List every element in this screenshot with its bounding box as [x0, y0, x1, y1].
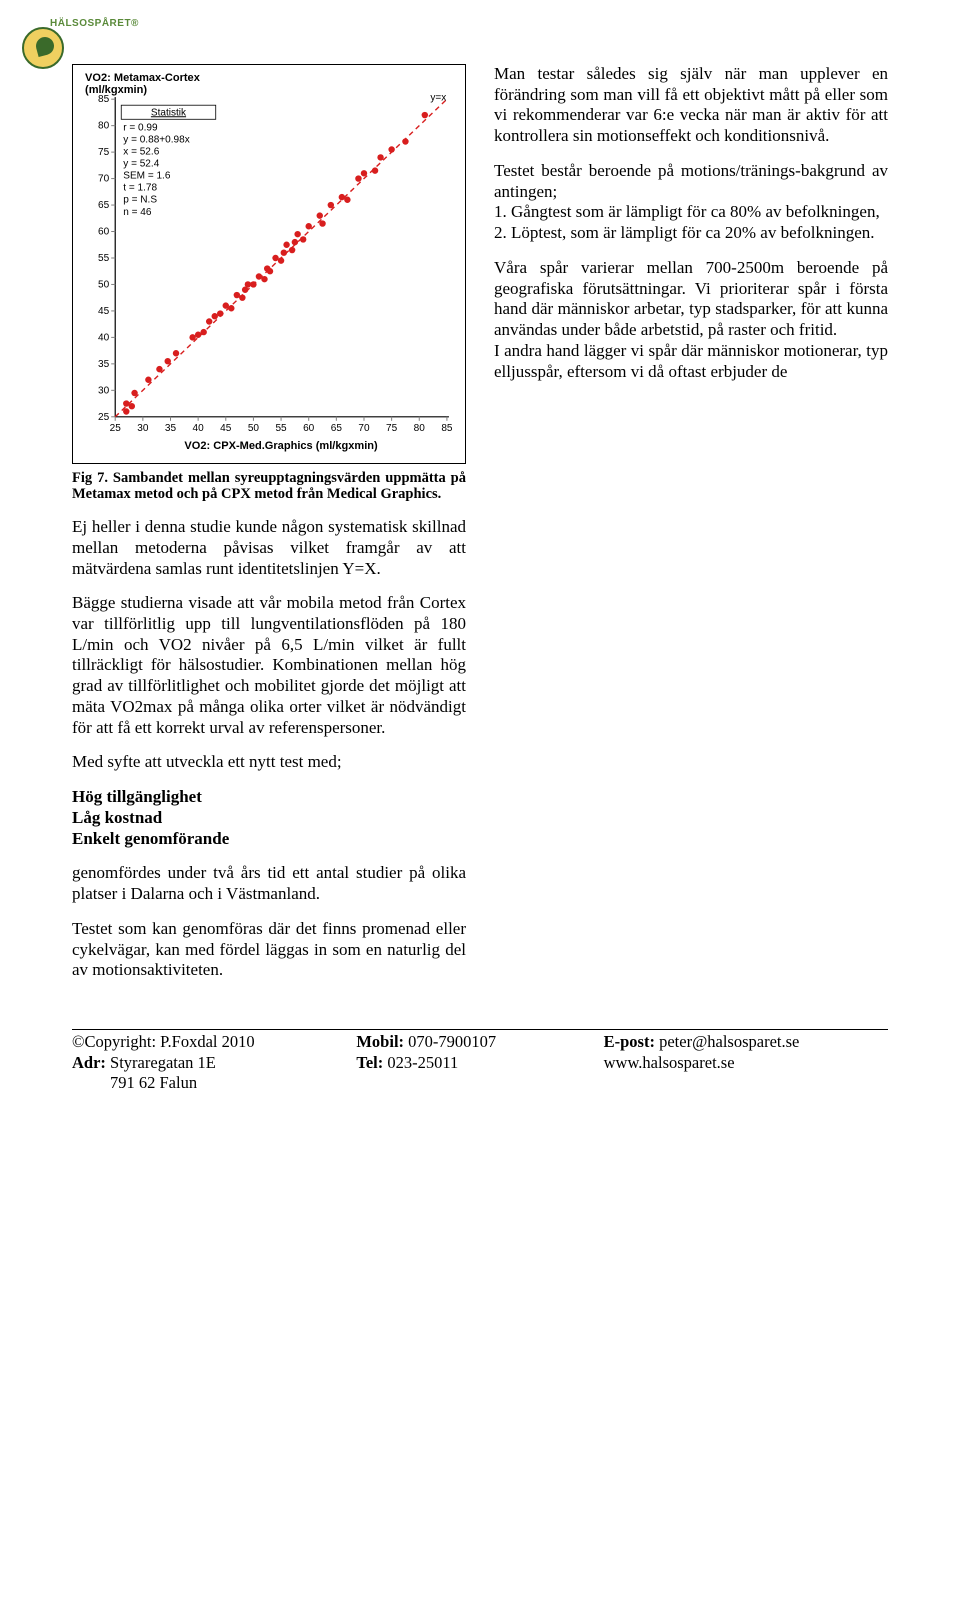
svg-text:40: 40 — [98, 332, 110, 343]
paragraph: 2. Löptest, som är lämpligt för ca 20% a… — [494, 223, 888, 244]
paragraph: I andra hand lägger vi spår där människo… — [494, 341, 888, 382]
list-item: Hög tillgänglighet — [72, 787, 466, 808]
svg-text:t = 1.78: t = 1.78 — [123, 183, 157, 194]
svg-text:55: 55 — [275, 423, 287, 434]
svg-text:75: 75 — [386, 423, 398, 434]
paragraph: 1. Gångtest som är lämpligt för ca 80% a… — [494, 202, 888, 223]
footer: ©Copyright: P.Foxdal 2010 Adr: Styrarega… — [72, 1029, 888, 1094]
logo-text: HÄLSOSPÅRET® — [50, 18, 139, 29]
svg-text:35: 35 — [98, 359, 110, 370]
paragraph: genomfördes under två års tid ett antal … — [72, 863, 466, 904]
paragraph: Våra spår varierar mellan 700-2500m bero… — [494, 258, 888, 341]
postal: 791 62 Falun — [72, 1073, 356, 1094]
svg-text:(ml/kgxmin): (ml/kgxmin) — [85, 84, 147, 96]
svg-text:Statistik: Statistik — [151, 107, 187, 118]
address-label: Adr: — [72, 1053, 106, 1072]
svg-text:80: 80 — [98, 121, 110, 132]
svg-text:70: 70 — [358, 423, 370, 434]
mobile-label: Mobil: — [356, 1032, 404, 1051]
svg-text:65: 65 — [331, 423, 343, 434]
criteria-list: Hög tillgänglighet Låg kostnad Enkelt ge… — [72, 787, 466, 849]
figure-caption: Fig 7. Sambandet mellan syreupptagningsv… — [72, 470, 466, 503]
svg-text:25: 25 — [98, 412, 110, 423]
svg-text:p = N.S: p = N.S — [123, 195, 157, 206]
svg-text:60: 60 — [303, 423, 315, 434]
logo-icon — [22, 27, 64, 69]
email-label: E-post: — [604, 1032, 655, 1051]
svg-text:VO2: Metamax-Cortex: VO2: Metamax-Cortex — [85, 72, 201, 84]
copyright: ©Copyright: P.Foxdal 2010 — [72, 1032, 356, 1053]
left-column: VO2: Metamax-Cortex(ml/kgxmin) 25 30 35 40 45… — [72, 64, 466, 995]
svg-text:60: 60 — [98, 227, 110, 238]
list-item: Enkelt genomförande — [72, 829, 466, 850]
address: Styraregatan 1E — [110, 1053, 216, 1072]
mobile: 070-7900107 — [408, 1032, 496, 1051]
svg-text:VO2: CPX-Med.Graphics (ml/kgxm: VO2: CPX-Med.Graphics (ml/kgxmin) — [184, 440, 378, 452]
svg-text:75: 75 — [98, 147, 110, 158]
svg-text:40: 40 — [193, 423, 205, 434]
right-column: Man testar således sig själv när man upp… — [494, 64, 888, 995]
paragraph: Man testar således sig själv när man upp… — [494, 64, 888, 147]
scatter-chart: VO2: Metamax-Cortex(ml/kgxmin) 25 30 35 40 45… — [72, 64, 466, 464]
svg-text:85: 85 — [98, 94, 110, 105]
tel: 023-25011 — [387, 1053, 458, 1072]
svg-text:r = 0.99: r = 0.99 — [123, 122, 158, 133]
paragraph: Bägge studierna visade att vår mobila me… — [72, 593, 466, 738]
svg-text:35: 35 — [165, 423, 177, 434]
list-item: Låg kostnad — [72, 808, 466, 829]
svg-text:SEM = 1.6: SEM = 1.6 — [123, 171, 171, 182]
svg-text:50: 50 — [248, 423, 260, 434]
svg-text:25: 25 — [110, 423, 122, 434]
web: www.halsosparet.se — [604, 1053, 888, 1074]
svg-text:50: 50 — [98, 279, 110, 290]
paragraph: Testet som kan genomföras där det finns … — [72, 919, 466, 981]
svg-text:80: 80 — [414, 423, 426, 434]
svg-text:y = 0.88+0.98x: y = 0.88+0.98x — [123, 134, 189, 145]
svg-text:y=x: y=x — [430, 92, 446, 103]
email: peter@halsosparet.se — [659, 1032, 799, 1051]
svg-text:85: 85 — [441, 423, 453, 434]
tel-label: Tel: — [356, 1053, 383, 1072]
logo: HÄLSOSPÅRET® — [22, 18, 139, 69]
svg-text:30: 30 — [137, 423, 149, 434]
svg-text:45: 45 — [98, 306, 110, 317]
svg-text:45: 45 — [220, 423, 232, 434]
svg-text:55: 55 — [98, 253, 110, 264]
svg-text:30: 30 — [98, 385, 110, 396]
svg-text:n = 46: n = 46 — [123, 207, 152, 218]
paragraph: Med syfte att utveckla ett nytt test med… — [72, 752, 466, 773]
svg-text:65: 65 — [98, 200, 110, 211]
svg-text:70: 70 — [98, 174, 110, 185]
paragraph: Ej heller i denna studie kunde någon sys… — [72, 517, 466, 579]
svg-text:y = 52.4: y = 52.4 — [123, 159, 159, 170]
paragraph: Testet består beroende på motions/tränin… — [494, 161, 888, 202]
svg-text:x = 52.6: x = 52.6 — [123, 146, 159, 157]
